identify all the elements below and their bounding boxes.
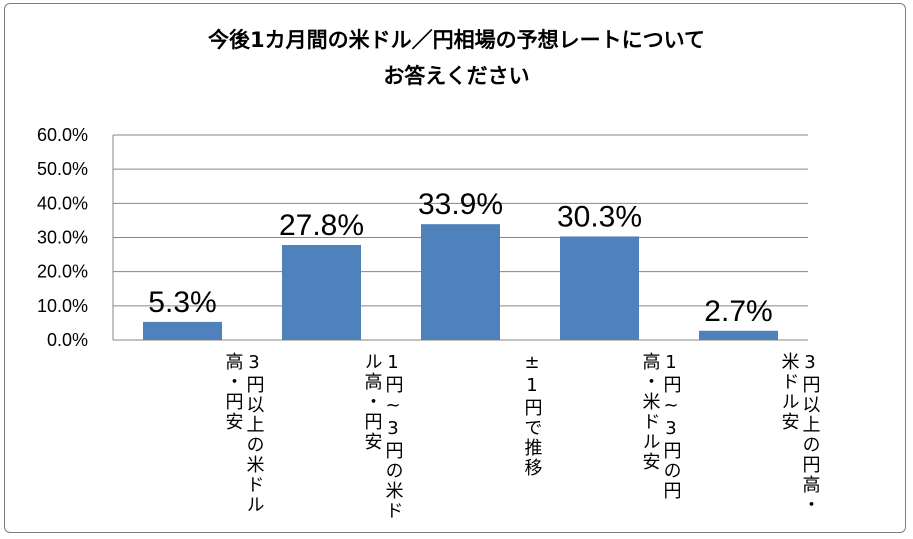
chart-title-line-2: お答えください [383, 64, 530, 88]
bar [699, 330, 778, 340]
y-tick-label: 50.0% [37, 159, 88, 179]
y-tick-label: 40.0% [37, 193, 88, 213]
y-tick-label: 20.0% [37, 262, 88, 282]
bar [560, 236, 639, 340]
category-label: ±1円で推移 [521, 352, 543, 478]
category-label: 3円以上の米ドル高・円安 [222, 352, 265, 515]
category-label: 1円~3円の米ドル高・円安 [361, 352, 404, 521]
bar [421, 224, 500, 340]
y-tick-label: 10.0% [37, 296, 88, 316]
y-tick-label: 30.0% [37, 228, 88, 248]
category-label: 3円以上の円高・米ドル安 [778, 352, 821, 515]
data-label: 5.3% [148, 286, 216, 319]
bar [143, 321, 222, 340]
y-tick-label: 0.0% [47, 330, 88, 350]
bar [282, 245, 361, 340]
data-label: 2.7% [704, 295, 772, 328]
y-tick-label: 60.0% [37, 125, 88, 145]
category-label: 1円~3円の円高・米ドル安 [639, 352, 682, 501]
chart-title-line-1: 今後1カ月間の米ドル／円相場の予想レートについて [208, 28, 705, 52]
data-label: 27.8% [279, 209, 364, 242]
data-label: 33.9% [418, 188, 503, 221]
data-label: 30.3% [557, 200, 642, 233]
